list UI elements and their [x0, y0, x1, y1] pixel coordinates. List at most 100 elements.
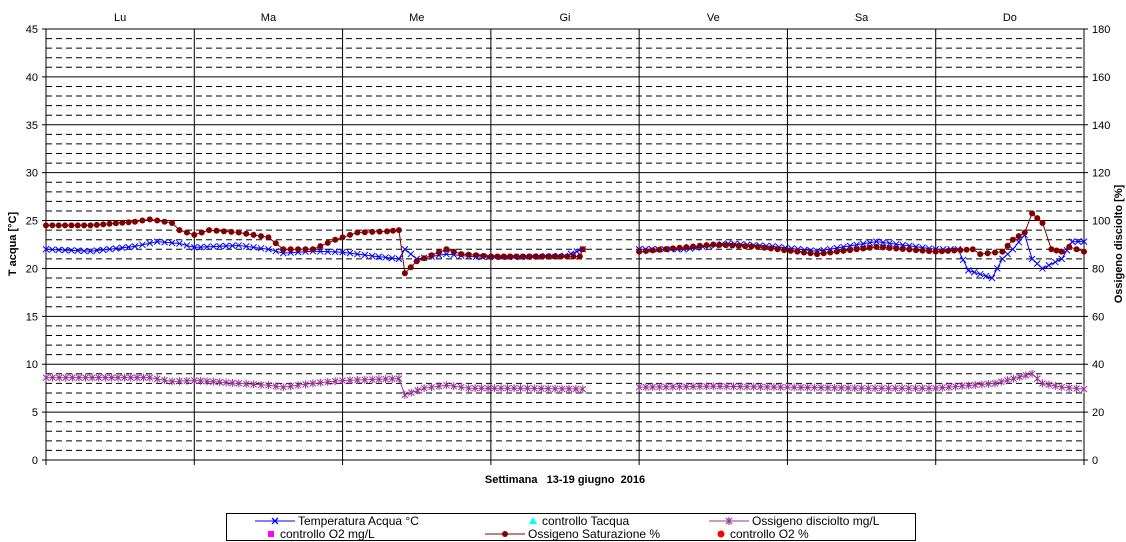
data-point	[545, 253, 552, 260]
data-point	[127, 373, 135, 382]
data-point	[525, 253, 532, 260]
data-point	[68, 247, 75, 254]
series-layer	[42, 210, 1088, 399]
data-point	[853, 241, 860, 249]
data-point	[55, 222, 62, 229]
data-point	[729, 242, 736, 249]
y-tick-label: 10	[26, 359, 38, 371]
data-point	[69, 373, 76, 382]
data-point	[133, 373, 141, 382]
data-point	[331, 248, 339, 256]
data-point	[804, 383, 812, 392]
data-point	[242, 243, 250, 250]
y-tick-label: 40	[26, 72, 38, 84]
data-point	[435, 382, 443, 391]
data-point	[833, 248, 840, 255]
data-point	[487, 253, 494, 260]
data-point	[500, 253, 507, 260]
data-point	[831, 383, 838, 392]
data-point	[988, 274, 996, 282]
data-point	[324, 377, 332, 386]
data-point	[87, 222, 94, 229]
legend-item-controllo-o2-mgl: controllo O2 mg/L	[265, 527, 375, 541]
data-point	[216, 242, 224, 250]
data-point	[696, 382, 704, 391]
data-point	[61, 246, 69, 254]
data-point	[118, 244, 126, 252]
data-point	[121, 373, 128, 382]
data-point	[80, 247, 88, 255]
data-point	[368, 252, 376, 260]
data-point	[497, 384, 505, 393]
day-label: Gi	[560, 12, 571, 24]
data-point	[1004, 376, 1011, 385]
data-point	[491, 384, 498, 393]
data-point	[817, 383, 825, 392]
data-point	[716, 382, 724, 391]
data-point	[229, 378, 236, 387]
data-point	[346, 249, 354, 257]
data-point	[376, 228, 383, 235]
data-point	[243, 230, 250, 237]
y-tick-label: 15	[26, 311, 38, 323]
legend: Temperatura Acqua °C controllo Tacqua Os…	[226, 513, 916, 541]
data-point	[912, 247, 919, 254]
data-point	[656, 382, 663, 391]
data-point	[999, 248, 1006, 255]
data-point	[82, 373, 89, 382]
legend-label: controllo O2 %	[730, 527, 809, 541]
legend-marker-star-icon	[709, 517, 749, 525]
data-point	[807, 250, 814, 257]
data-point	[235, 242, 243, 249]
data-point	[228, 228, 235, 235]
data-point	[767, 245, 774, 252]
y-axis-left-label: T acqua [°C]	[7, 212, 19, 277]
chart: 0 5 10 15 20 25 30 35 40 45 0 20 40 60 80 100 120 140 160…	[7, 12, 1125, 486]
data-point	[899, 246, 906, 253]
legend-marker-x-icon	[255, 517, 295, 525]
data-point	[361, 251, 369, 259]
data-point	[279, 383, 287, 392]
data-point	[754, 243, 761, 250]
data-point	[690, 243, 697, 250]
data-point	[395, 255, 403, 263]
data-point	[443, 246, 450, 253]
data-point	[886, 244, 893, 251]
day-label: Me	[409, 12, 424, 24]
data-point	[272, 240, 279, 247]
data-point	[814, 251, 821, 258]
data-point	[369, 228, 376, 235]
data-point	[1034, 215, 1041, 222]
data-point	[993, 265, 1001, 272]
data-point	[294, 381, 302, 390]
y2-tick-label: 100	[1092, 216, 1110, 228]
data-point	[272, 247, 280, 255]
data-point	[504, 384, 511, 393]
data-point	[216, 378, 224, 387]
data-point	[730, 382, 737, 391]
data-point	[62, 373, 70, 382]
data-point	[88, 373, 96, 382]
y2-tick-label: 60	[1092, 311, 1104, 323]
data-point	[75, 373, 83, 382]
data-point	[636, 248, 643, 255]
data-point	[443, 381, 450, 390]
data-point	[384, 228, 391, 235]
y-tick-label: 35	[26, 120, 38, 132]
data-point	[55, 373, 63, 382]
data-point	[736, 382, 744, 391]
data-point	[257, 380, 265, 389]
data-point	[375, 253, 383, 261]
series-line	[639, 373, 1085, 390]
data-point	[154, 217, 161, 224]
data-point	[265, 245, 272, 253]
data-point	[183, 229, 190, 236]
data-point	[146, 216, 153, 223]
y2-tick-label: 20	[1092, 407, 1104, 419]
data-point	[1021, 229, 1028, 236]
y-tick-label: 30	[26, 168, 38, 180]
day-label: Do	[1003, 12, 1017, 24]
data-point	[722, 242, 729, 249]
data-point	[797, 383, 805, 392]
data-point	[689, 382, 697, 391]
